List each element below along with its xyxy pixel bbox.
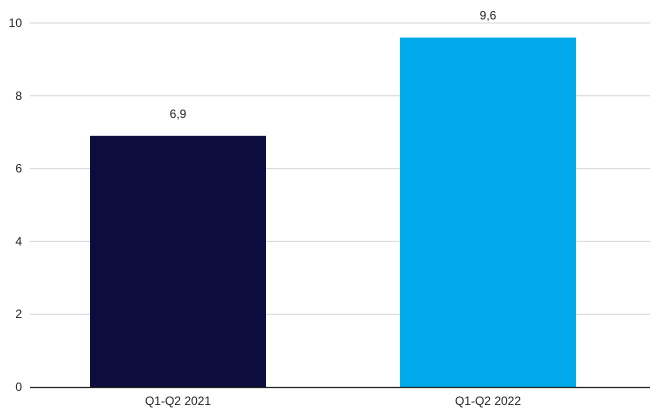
bars [90, 37, 576, 388]
x-tick-label: Q1-Q2 2021 [145, 394, 211, 408]
y-tick-label: 8 [15, 89, 22, 103]
x-tick-label: Q1-Q2 2022 [455, 394, 521, 408]
y-tick-label: 0 [15, 380, 22, 394]
bar [400, 37, 576, 388]
y-tick-label: 4 [15, 234, 22, 248]
y-axis: 0 2 4 6 8 10 [9, 16, 23, 394]
data-label: 9,6 [480, 9, 497, 23]
data-label: 6,9 [170, 107, 187, 121]
data-labels: 6,9 9,6 [170, 9, 497, 121]
x-axis: Q1-Q2 2021 Q1-Q2 2022 [30, 386, 650, 408]
y-tick-label: 2 [15, 307, 22, 321]
y-tick-label: 6 [15, 162, 22, 176]
y-tick-label: 10 [9, 16, 23, 30]
bar [90, 135, 266, 387]
